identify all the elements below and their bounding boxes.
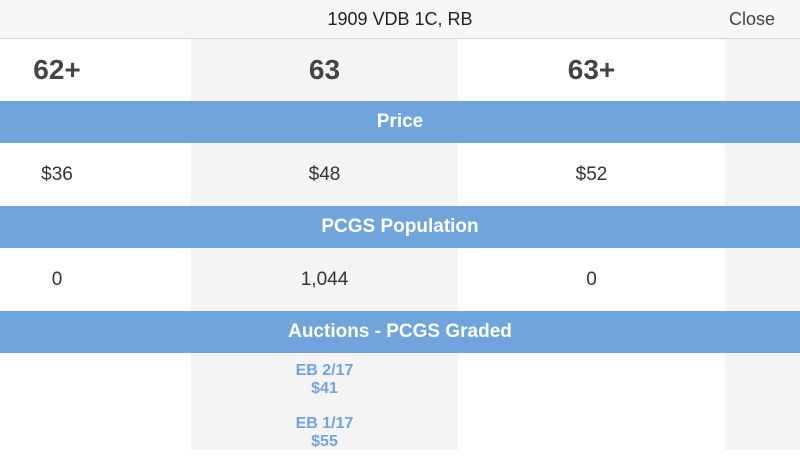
population-row: 0 1,044 0	[0, 248, 800, 311]
close-button[interactable]: Close	[728, 9, 775, 29]
grade-cell: 63+	[567, 54, 616, 85]
auction-date: EB 2/17	[295, 362, 354, 379]
auctions-section-header: Auctions - PCGS Graded	[0, 311, 800, 353]
price-cell: $36	[41, 163, 73, 185]
population-section-header: PCGS Population	[0, 206, 800, 248]
price-row: $36 $48 $52	[0, 143, 800, 206]
population-cell: 1,044	[300, 268, 349, 290]
population-cell: 0	[586, 268, 597, 290]
grade-header-row: 62+ 63 63+	[0, 39, 800, 101]
price-section-header: Price	[0, 101, 800, 143]
grade-cell: 62+	[33, 54, 81, 85]
auction-link[interactable]: EB 1/17 $55	[191, 415, 458, 451]
grade-table: 62+ 63 63+ Price $36 $48 $52 PCGS Popula…	[0, 39, 800, 450]
auction-link[interactable]: EB 2/17 $41	[191, 362, 458, 398]
auction-list: EB 2/17 $41 EB 1/17 $55	[191, 362, 458, 468]
auction-price: $41	[311, 380, 338, 397]
page-title: 1909 VDB 1C, RB	[327, 9, 473, 29]
price-cell: $48	[308, 163, 341, 185]
population-cell: 0	[51, 268, 63, 290]
auction-date: EB 1/17	[295, 415, 354, 432]
grade-cell: 63	[308, 54, 341, 85]
nav-bar: 1909 VDB 1C, RB Close	[0, 0, 800, 39]
price-cell: $52	[575, 163, 608, 185]
auction-price: $55	[311, 433, 338, 450]
